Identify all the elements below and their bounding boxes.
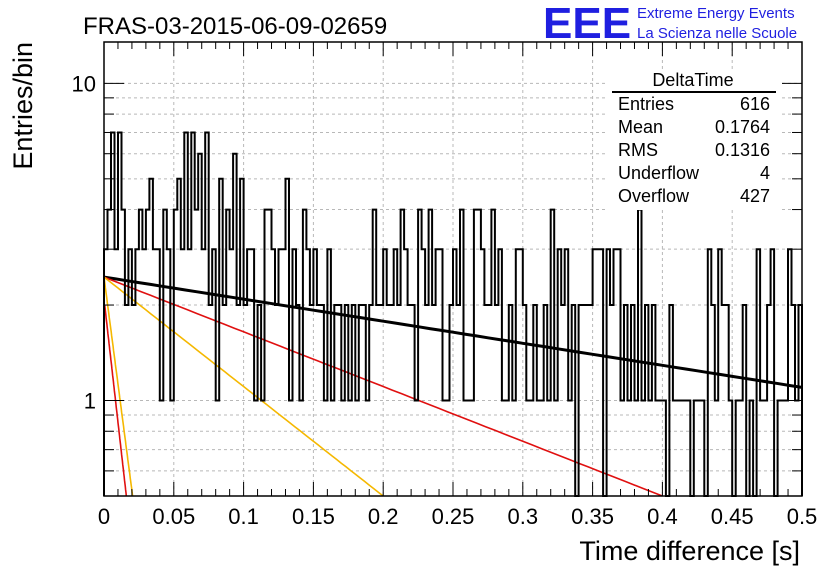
logo-line-1: Extreme Energy Events bbox=[637, 5, 795, 22]
x-tick-label: 0.05 bbox=[152, 504, 195, 529]
x-tick-labels: 0 0.05 0.1 0.15 0.2 0.25 0.3 0.35 0.4 0.45 0.5 bbox=[98, 504, 817, 529]
stats-row-value: 0.1316 bbox=[715, 140, 770, 160]
stats-row-label: Mean bbox=[618, 117, 663, 137]
y-tick-label: 10 bbox=[72, 71, 96, 96]
y-tick-label: 1 bbox=[84, 389, 96, 414]
logo-mark: EEE bbox=[543, 0, 631, 48]
x-axis-label: Time difference [s] bbox=[579, 536, 800, 566]
eee-logo: EEE Extreme Energy Events La Scienza nel… bbox=[543, 0, 797, 48]
histogram bbox=[103, 131, 803, 497]
x-tick-label: 0 bbox=[98, 504, 110, 529]
stats-row-label: RMS bbox=[618, 140, 658, 160]
x-tick-label: 0.3 bbox=[508, 504, 539, 529]
stats-row-label: Overflow bbox=[618, 186, 690, 206]
x-tick-label: 0.15 bbox=[292, 504, 335, 529]
grid bbox=[104, 42, 802, 497]
stats-box-rows: Entries 616 Mean 0.1764 RMS 0.1316 Underflow 4 O… bbox=[618, 94, 770, 206]
x-tick-label: 0.45 bbox=[711, 504, 754, 529]
stats-row-value: 427 bbox=[740, 186, 770, 206]
x-tick-label: 0.35 bbox=[571, 504, 614, 529]
stats-box: DeltaTime Entries 616 Mean 0.1764 RMS 0.1316 U… bbox=[607, 70, 779, 210]
y-axis-label: Entries/bin bbox=[8, 42, 38, 170]
fit-curve bbox=[103, 276, 134, 497]
chart-title: FRAS-03-2015-06-09-02659 bbox=[83, 13, 387, 40]
stats-row-label: Underflow bbox=[618, 163, 700, 183]
stats-row-label: Entries bbox=[618, 94, 674, 114]
fit-curve bbox=[103, 276, 384, 497]
stats-row-value: 616 bbox=[740, 94, 770, 114]
stats-box-title: DeltaTime bbox=[652, 70, 733, 90]
histogram-step bbox=[103, 131, 803, 497]
fit-curve bbox=[103, 276, 663, 497]
stats-row-value: 4 bbox=[760, 163, 770, 183]
x-tick-label: 0.5 bbox=[787, 504, 818, 529]
axes bbox=[103, 41, 803, 497]
fit-curve bbox=[103, 275, 803, 389]
y-tick-labels: 1 10 bbox=[72, 71, 96, 413]
stats-box-background bbox=[607, 70, 779, 210]
stats-row-value: 0.1764 bbox=[715, 117, 770, 137]
x-tick-label: 0.25 bbox=[432, 504, 475, 529]
logo-line-2: La Scienza nelle Scuole bbox=[637, 25, 797, 42]
x-tick-label: 0.1 bbox=[228, 504, 259, 529]
x-tick-label: 0.2 bbox=[368, 504, 399, 529]
x-tick-label: 0.4 bbox=[647, 504, 678, 529]
